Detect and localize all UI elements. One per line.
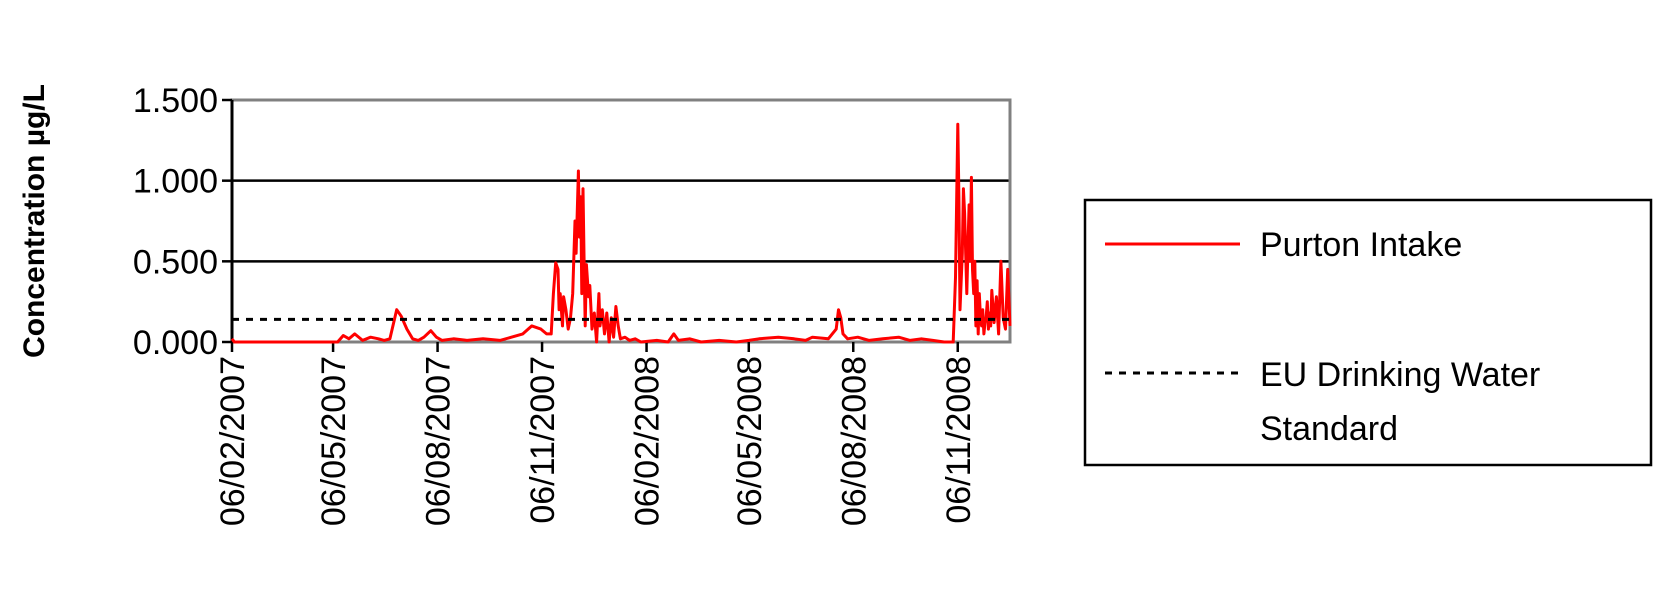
y-tick-label: 1.000 [133,163,218,201]
x-tick-label: 06/08/2007 [420,356,458,526]
series-layer [230,122,1012,344]
x-tick-label: 06/11/2007 [524,356,562,524]
x-tick-label: 06/05/2007 [315,356,353,526]
x-tick-label: 06/05/2008 [731,356,769,526]
legend-label-purton-intake: Purton Intake [1260,226,1462,264]
y-tick-label: 0.500 [133,243,218,281]
x-tick-label: 06/02/2008 [629,356,667,526]
series-line-purton-intake [230,122,1012,344]
x-ticks: 06/02/2007 06/05/2007 06/08/2007 06/11/2007… [214,342,978,526]
y-ticks: 0.000 0.500 1.000 1.500 [133,82,232,362]
x-tick-label: 06/08/2008 [835,356,873,526]
y-tick-label: 1.500 [133,82,218,120]
x-tick-label: 06/11/2008 [940,356,978,524]
plot-frame [230,98,1012,344]
x-tick-label: 06/02/2007 [214,356,252,526]
y-axis-title: Concentration µg/L [18,84,51,358]
y-tick-label: 0.000 [133,324,218,362]
gridlines [232,179,1010,344]
legend-label-eu-standard: EU Drinking Water Standard [1260,356,1540,448]
legend: Purton Intake EU Drinking Water Standard [1083,198,1653,467]
